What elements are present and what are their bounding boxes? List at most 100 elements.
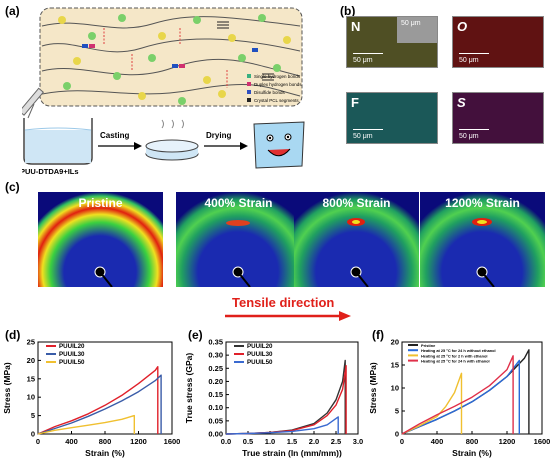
y-tick-label: 15 xyxy=(27,374,35,383)
x-tick-label: 1600 xyxy=(164,437,181,446)
panel-label-a: (a) xyxy=(5,4,20,18)
tensile-direction-arrow-icon xyxy=(225,311,351,321)
series-line-4 xyxy=(401,355,514,435)
beaker-label: PUU-DTDA9+ILs xyxy=(22,167,79,176)
eds-element-o: O xyxy=(457,19,468,34)
y-tick-label: 5 xyxy=(31,411,35,420)
y-tick-label: 10 xyxy=(391,384,399,393)
y-tick-label: 0.00 xyxy=(208,430,223,439)
legend-label-1: PUUIL20 xyxy=(59,343,85,350)
x-tick-label: 400 xyxy=(65,437,78,446)
y-tick-label: 0 xyxy=(31,430,35,439)
saxs-pattern-400: 400% Strain xyxy=(176,192,301,287)
x-tick-label: 0 xyxy=(400,437,404,446)
x-tick-label: 0 xyxy=(36,437,40,446)
y-tick-label: 15 xyxy=(391,361,399,370)
legend-text-disulfide: Disulfide bonds xyxy=(254,90,286,95)
legend-label-3: Heating at 25 °C for 2 h with ethanol xyxy=(421,353,487,358)
y-axis-label: Stress (MPa) xyxy=(368,362,378,414)
y-tick-label: 0.25 xyxy=(208,364,223,373)
eds-scale-s: 50 μm xyxy=(459,133,479,140)
legend-label-3: PUUIL50 xyxy=(247,359,273,366)
petri-dish-icon xyxy=(145,119,199,161)
beaker-icon xyxy=(23,118,93,165)
panel-label-b: (b) xyxy=(340,4,356,18)
inset-scale-text: 50 μm xyxy=(401,20,421,27)
y-tick-label: 5 xyxy=(395,407,399,416)
x-tick-label: 1.0 xyxy=(265,437,275,446)
eds-inset: 50 μm xyxy=(397,17,437,43)
panel-label-c: (c) xyxy=(5,180,20,194)
x-tick-label: 3.0 xyxy=(353,437,363,446)
y-tick-label: 0 xyxy=(395,430,399,439)
y-tick-label: 20 xyxy=(391,338,399,347)
x-tick-label: 1600 xyxy=(534,437,550,446)
series-line-3 xyxy=(37,414,136,435)
legend-swatch-duplex xyxy=(247,82,251,86)
x-tick-label: 2.5 xyxy=(331,437,341,446)
series-line-1 xyxy=(225,359,346,435)
stress-strain-chart-d: 0 400 800 1200 1600 0 5 10 15 20 25 Strain (%) Stres… xyxy=(2,338,181,459)
step-drying-label: Drying xyxy=(206,131,231,140)
y-tick-label: 0.15 xyxy=(208,390,223,399)
x-tick-label: 0.0 xyxy=(221,437,231,446)
step-casting-label: Casting xyxy=(100,131,129,140)
x-tick-label: 1200 xyxy=(499,437,516,446)
eds-map-s: S 50 μm xyxy=(452,92,544,144)
y-tick-label: 10 xyxy=(27,393,35,402)
eds-element-f: F xyxy=(351,95,359,110)
schematic-diagram: Single hydrogen bonds Duplex hydrogen bo… xyxy=(22,7,305,176)
legend-label-2: PUUIL30 xyxy=(247,351,273,358)
series-line-3 xyxy=(401,372,463,435)
legend-swatch-disulfide xyxy=(247,90,251,94)
x-tick-label: 2.0 xyxy=(309,437,319,446)
true-stress-chart-e: 0.0 0.5 1.0 1.5 2.0 2.5 3.0 0.00 0.05 0.10 0.15 0.2… xyxy=(184,338,363,459)
series-line-1 xyxy=(37,366,159,435)
x-tick-label: 1200 xyxy=(130,437,147,446)
x-tick-label: 1.5 xyxy=(287,437,297,446)
x-axis-label: Strain (%) xyxy=(85,448,125,458)
panel-label-e: (e) xyxy=(188,328,203,342)
y-tick-label: 0.05 xyxy=(208,416,223,425)
saxs-title-pristine: Pristine xyxy=(78,196,123,210)
legend-label-4: Heating at 25 °C for 24 h with ethanol xyxy=(421,359,490,364)
y-tick-label: 0.20 xyxy=(208,377,223,386)
series-line-2 xyxy=(401,359,521,435)
x-tick-label: 0.5 xyxy=(243,437,253,446)
panel-label-d: (d) xyxy=(5,328,21,342)
y-axis-label: True stress (GPa) xyxy=(184,353,194,424)
eds-element-s: S xyxy=(457,95,466,110)
x-axis-label: True strain (ln (mm/mm)) xyxy=(242,448,342,458)
eds-map-o: O 50 μm xyxy=(452,16,544,68)
tensile-direction-label: Tensile direction xyxy=(232,295,335,310)
eds-scale-f: 50 μm xyxy=(353,133,373,140)
eds-map-n: 50 μm N 50 μm xyxy=(346,16,438,68)
eds-scale-o: 50 μm xyxy=(459,57,479,64)
saxs-title-1200: 1200% Strain xyxy=(445,196,520,210)
saxs-pattern-800: 800% Strain xyxy=(294,192,419,287)
legend-text-pcl: Crystal PCL segments xyxy=(254,98,299,103)
legend-label-2: PUUIL30 xyxy=(59,351,85,358)
y-tick-label: 0.35 xyxy=(208,338,223,347)
legend-label-1: PUUIL20 xyxy=(247,343,273,350)
eds-element-n: N xyxy=(351,19,361,34)
x-tick-label: 400 xyxy=(431,437,444,446)
y-tick-label: 0.10 xyxy=(208,403,223,412)
saxs-title-400: 400% Strain xyxy=(204,196,273,210)
series-line-3 xyxy=(225,416,339,435)
stress-strain-chart-f: 0 400 800 1200 1600 0 5 10 15 20 Strain (%) Stress … xyxy=(368,338,550,459)
y-tick-label: 25 xyxy=(27,338,35,347)
legend-text-duplex: Duplex hydrogen bonds xyxy=(254,82,302,87)
x-tick-label: 800 xyxy=(466,437,479,446)
saxs-pattern-1200: 1200% Strain xyxy=(420,192,545,287)
legend-label-2: Heating at 25 °C for 24 h without ethano… xyxy=(421,348,496,353)
legend-swatch-single xyxy=(247,74,251,78)
legend-swatch-pcl xyxy=(247,98,251,102)
legend-text-single: Single hydrogen bonds xyxy=(254,74,301,79)
panel-label-f: (f) xyxy=(372,328,384,342)
y-tick-label: 20 xyxy=(27,356,35,365)
saxs-pattern-pristine: Pristine xyxy=(38,192,163,287)
y-axis-label: Stress (MPa) xyxy=(2,362,12,414)
eds-map-f: F 50 μm xyxy=(346,92,438,144)
eds-scale-n: 50 μm xyxy=(353,57,373,64)
